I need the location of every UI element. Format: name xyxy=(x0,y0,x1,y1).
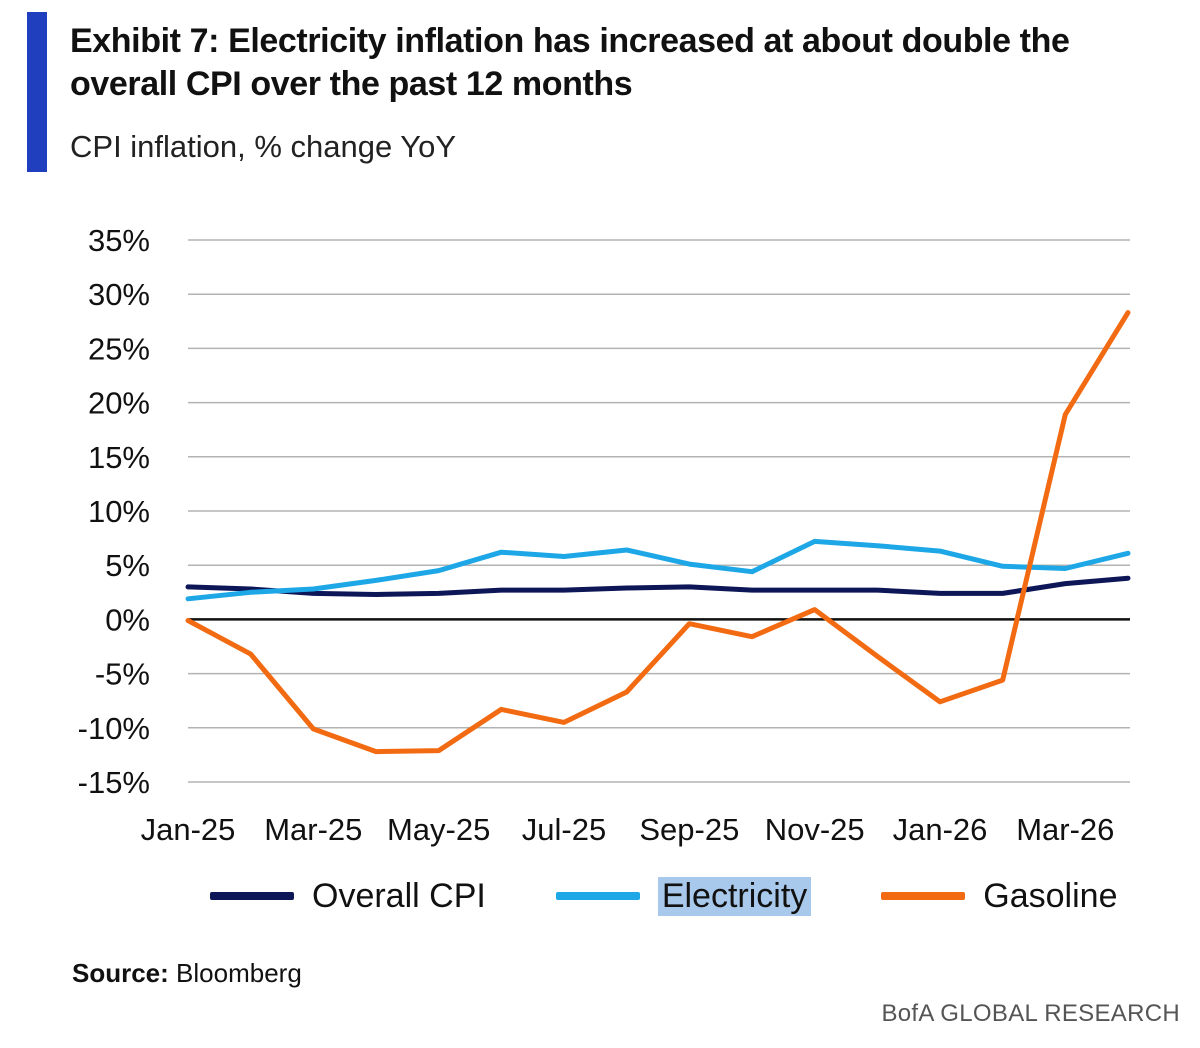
legend-label-gasoline: Gasoline xyxy=(983,876,1118,915)
x-tick-label: Mar-26 xyxy=(1016,812,1114,847)
legend-label-electricity: Electricity xyxy=(657,876,812,916)
source-note: Source: Bloomberg xyxy=(72,958,302,989)
legend-item-overall-cpi[interactable]: Overall CPI xyxy=(210,877,486,916)
source-text: Bloomberg xyxy=(176,958,302,988)
y-tick-label: 15% xyxy=(88,440,150,475)
y-tick-label: 20% xyxy=(88,386,150,421)
series-line-overall-cpi xyxy=(185,575,1131,597)
y-tick-label: 0% xyxy=(105,602,150,637)
series-line-electricity xyxy=(185,538,1131,602)
x-tick-label: Jul-25 xyxy=(522,812,606,847)
legend-swatch-overall-cpi xyxy=(210,892,294,900)
footer-brand: BofA GLOBAL RESEARCH xyxy=(881,1000,1180,1027)
legend-label-overall-cpi: Overall CPI xyxy=(312,876,486,915)
y-tick-label: 25% xyxy=(88,331,150,366)
x-tick-label: Nov-25 xyxy=(765,812,865,847)
x-tick-label: Jan-25 xyxy=(141,812,236,847)
x-tick-label: Sep-25 xyxy=(639,812,739,847)
legend-swatch-gasoline xyxy=(881,892,966,900)
y-tick-label: 35% xyxy=(88,223,150,258)
chart-subtitle: CPI inflation, % change YoY xyxy=(70,129,457,164)
legend-item-gasoline[interactable]: Gasoline xyxy=(881,876,1118,916)
chart-legend: Overall CPI Electricity Gasoline xyxy=(210,872,1188,920)
y-tick-label: 10% xyxy=(88,494,150,529)
x-tick-label: Mar-25 xyxy=(264,812,362,847)
legend-swatch-electricity xyxy=(555,892,640,900)
y-tick-label: -10% xyxy=(78,711,150,746)
y-tick-label: -5% xyxy=(95,657,150,692)
accent-bar xyxy=(27,12,47,172)
y-tick-label: -15% xyxy=(78,765,150,800)
x-tick-label: Jan-26 xyxy=(893,812,988,847)
chart-title: Exhibit 7: Electricity inflation has inc… xyxy=(70,22,1070,103)
y-tick-label: 30% xyxy=(88,277,150,312)
legend-item-electricity[interactable]: Electricity xyxy=(555,876,812,916)
x-tick-label: May-25 xyxy=(387,812,490,847)
y-tick-label: 5% xyxy=(105,548,150,583)
series-line-gasoline xyxy=(185,310,1131,755)
source-label: Source: xyxy=(72,958,169,988)
